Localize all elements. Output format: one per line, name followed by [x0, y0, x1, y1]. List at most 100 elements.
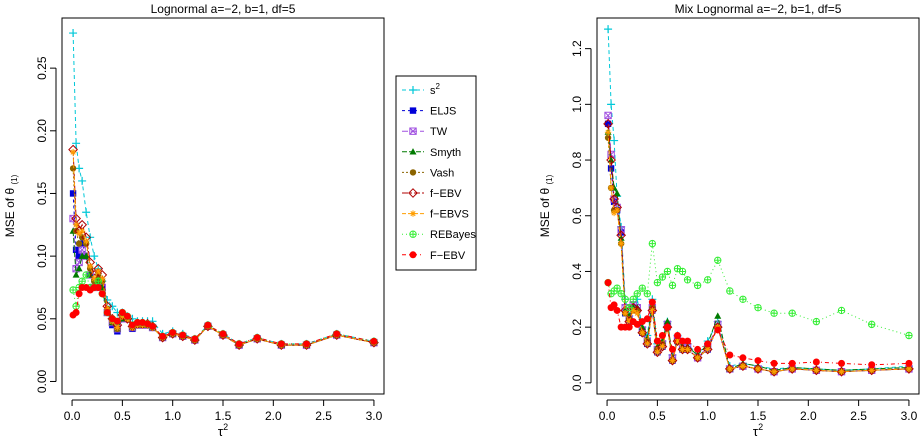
data-point — [754, 304, 762, 312]
legend-label: f−EBV — [430, 188, 462, 200]
data-point — [607, 100, 616, 109]
data-point — [626, 318, 633, 325]
legend-label: Vash — [430, 167, 454, 179]
data-point — [668, 345, 676, 353]
data-point — [72, 309, 80, 317]
data-point — [769, 366, 780, 377]
data-point — [644, 340, 651, 348]
data-point — [739, 354, 747, 362]
x-tick-label: 2.0 — [800, 409, 817, 423]
series-REBayes — [604, 239, 913, 340]
data-point — [75, 240, 83, 247]
data-point — [652, 347, 663, 358]
data-point — [108, 302, 117, 311]
data-point — [133, 319, 141, 327]
data-point — [726, 287, 734, 295]
legend-label-text: F−EBV — [430, 250, 466, 262]
y-tick-label: 0.6 — [570, 207, 584, 224]
data-point — [658, 273, 667, 281]
data-point — [82, 271, 90, 279]
legend-label-text: ELJS — [430, 106, 456, 118]
data-point — [609, 194, 620, 204]
data-point — [812, 358, 820, 366]
legend-label: ELJS — [430, 106, 456, 118]
data-point — [604, 128, 612, 136]
data-point — [724, 364, 735, 374]
data-point — [726, 351, 734, 359]
data-point — [75, 164, 84, 173]
data-point — [235, 340, 243, 348]
y-axis-label-base: MSE of θ — [538, 185, 552, 238]
data-point — [72, 221, 80, 228]
legend-marker — [408, 188, 418, 198]
x-tick-label: 1.5 — [215, 409, 232, 423]
x-axis-label-base: τ — [753, 424, 759, 439]
data-point — [82, 208, 91, 217]
x-axis-label-base: τ — [218, 424, 224, 439]
legend-label: REBayes — [430, 229, 476, 241]
data-point — [616, 230, 627, 241]
data-point — [72, 302, 80, 310]
y-tick-label: 1.0 — [570, 96, 584, 113]
data-point — [813, 367, 820, 374]
legend-label-sup: 2 — [436, 82, 441, 91]
data-point — [75, 290, 83, 298]
data-point — [754, 365, 762, 373]
data-point — [625, 304, 633, 312]
legend: s2 ELJS TW Smyth Vash f−EBV f−EBVS REBayes F−EBV — [395, 75, 477, 271]
data-point — [78, 246, 86, 254]
legend-marker — [409, 86, 417, 94]
chart-title: Lognormal a=−2, b=1, df=5 — [151, 2, 296, 16]
x-axis-label: τ2 — [218, 422, 228, 439]
data-point — [714, 312, 722, 319]
data-point — [683, 276, 692, 284]
legend-marker — [409, 127, 417, 135]
series-F-EBV — [69, 283, 378, 348]
y-axis-label-base: MSE of θ — [3, 185, 17, 238]
legend-label-text: Vash — [430, 167, 454, 179]
legend-entry: f−EBVS — [402, 209, 469, 221]
data-point — [625, 323, 633, 331]
legend-entry: F−EBV — [402, 250, 466, 262]
legend-marker — [409, 230, 417, 238]
y-tick-label: 0.05 — [35, 307, 49, 331]
data-point — [667, 355, 678, 366]
data-point — [104, 305, 111, 312]
x-tick-label: 1.5 — [750, 409, 767, 423]
data-point — [674, 337, 681, 345]
series-line — [72, 152, 374, 346]
data-point — [277, 340, 285, 348]
data-point — [607, 156, 615, 163]
data-point — [607, 184, 615, 192]
data-point — [643, 290, 652, 298]
data-point — [72, 139, 81, 148]
data-point — [69, 29, 78, 38]
y-axis-label: MSE of θ (1) — [3, 174, 19, 237]
y-tick-label: 1.2 — [570, 40, 584, 57]
data-point — [604, 279, 612, 287]
data-point — [253, 334, 261, 342]
data-point — [669, 357, 676, 364]
series-ELJS — [604, 120, 913, 375]
data-point — [72, 246, 80, 254]
data-point — [692, 352, 703, 363]
data-point — [94, 277, 102, 285]
legend-label: s2 — [430, 82, 441, 97]
plot-frame — [61, 17, 385, 395]
y-tick-label: 0.0 — [570, 374, 584, 391]
chart-panel-1: Lognormal a=−2, b=1, df=5 0.0 0.5 1.0 1.5 2.0… — [3, 2, 385, 439]
data-point — [838, 368, 845, 375]
legend-label-text: f−EBV — [430, 188, 462, 200]
data-point — [674, 332, 681, 340]
legend-label-text: s — [430, 85, 436, 97]
data-point — [72, 271, 80, 278]
data-point — [704, 346, 711, 353]
series-s2 — [69, 29, 378, 348]
data-point — [648, 298, 656, 306]
data-point — [370, 337, 378, 345]
data-point — [704, 340, 712, 348]
data-point — [663, 323, 671, 331]
series-line — [72, 32, 375, 345]
data-point — [621, 295, 629, 303]
